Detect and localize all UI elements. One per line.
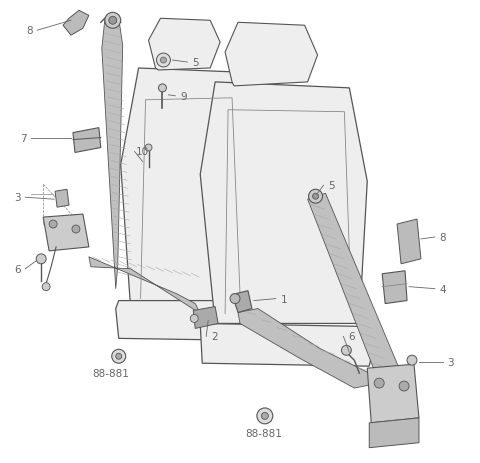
Circle shape [257,408,273,424]
Polygon shape [232,291,252,313]
Text: 7: 7 [20,133,26,143]
Polygon shape [116,301,248,341]
Circle shape [230,294,240,304]
Circle shape [156,54,170,68]
Text: 88-881: 88-881 [92,369,129,378]
Circle shape [158,85,167,93]
Text: 9: 9 [180,92,187,101]
Circle shape [160,58,167,64]
Text: 5: 5 [328,181,335,191]
Text: 4: 4 [440,284,446,294]
Polygon shape [369,418,419,448]
Text: 5: 5 [192,58,199,68]
Text: 6: 6 [348,332,355,342]
Circle shape [407,356,417,365]
Polygon shape [238,309,379,388]
Polygon shape [73,128,101,153]
Circle shape [190,315,198,323]
Circle shape [374,378,384,388]
Text: 6: 6 [14,264,21,274]
Text: 8: 8 [440,232,446,243]
Text: 3: 3 [447,357,454,368]
Circle shape [116,353,122,359]
Polygon shape [308,194,407,388]
Text: 2: 2 [211,332,217,342]
Circle shape [399,381,409,391]
Polygon shape [225,23,318,87]
Text: 10: 10 [136,147,149,157]
Polygon shape [89,257,200,314]
Text: 8: 8 [26,26,33,36]
Polygon shape [43,215,89,251]
Circle shape [341,345,351,356]
Circle shape [312,194,319,200]
Polygon shape [63,11,89,36]
Polygon shape [193,307,218,329]
Polygon shape [397,219,421,264]
Polygon shape [200,324,374,366]
Circle shape [42,283,50,291]
Circle shape [49,220,57,229]
Text: 88-881: 88-881 [245,428,282,438]
Polygon shape [55,190,69,208]
Circle shape [145,145,152,152]
Circle shape [72,225,80,233]
Polygon shape [148,19,220,71]
Polygon shape [200,83,367,324]
Circle shape [36,254,46,264]
Circle shape [109,17,117,25]
Text: 3: 3 [14,193,21,203]
Polygon shape [102,19,123,289]
Circle shape [105,13,120,29]
Circle shape [309,190,323,204]
Circle shape [112,350,126,363]
Polygon shape [120,69,252,309]
Polygon shape [367,364,419,423]
Circle shape [262,413,268,419]
Polygon shape [382,271,407,304]
Text: 1: 1 [280,294,287,304]
